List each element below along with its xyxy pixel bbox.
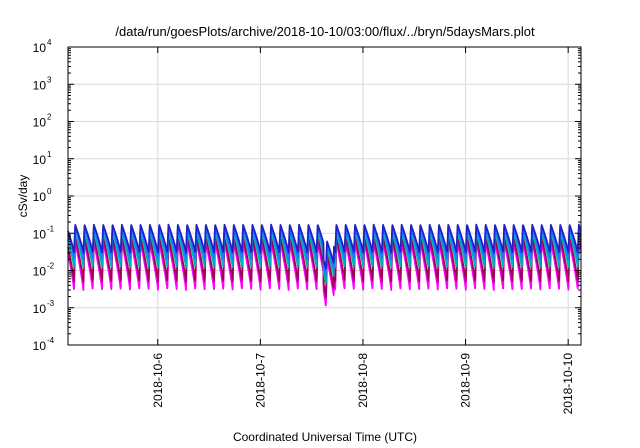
x-tick-label: 2018-10-6 xyxy=(151,353,165,408)
y-tick-exponent: -2 xyxy=(47,262,55,271)
y-tick-exponent: 0 xyxy=(47,187,52,196)
y-tick-exponent: 3 xyxy=(47,75,52,84)
x-tick-label: 2018-10-7 xyxy=(253,353,267,408)
y-tick-label: 10 xyxy=(33,302,47,316)
chart-title: /data/run/goesPlots/archive/2018-10-10/0… xyxy=(115,24,535,39)
x-tick-label: 2018-10-9 xyxy=(459,353,473,408)
series-line xyxy=(67,223,582,270)
y-tick-label: 10 xyxy=(33,265,47,279)
y-tick-label: 10 xyxy=(33,153,47,167)
y-tick-label: 10 xyxy=(33,190,47,204)
y-tick-exponent: -1 xyxy=(47,224,55,233)
y-tick-exponent: 4 xyxy=(47,38,52,47)
y-tick-label: 10 xyxy=(33,339,47,353)
y-axis-label: cSv/day xyxy=(16,175,30,218)
series-layer xyxy=(67,223,582,307)
x-tick-label: 2018-10-8 xyxy=(356,353,370,408)
y-tick-exponent: -4 xyxy=(47,336,55,345)
y-tick-label: 10 xyxy=(33,78,47,92)
x-axis: 2018-10-6 2018-10-7 2018-10-8 2018-10-9 2018… xyxy=(151,47,575,414)
y-tick-exponent: 1 xyxy=(47,150,52,159)
y-tick-label: 10 xyxy=(33,227,47,241)
y-tick-exponent: -3 xyxy=(47,299,55,308)
y-tick-label: 10 xyxy=(33,41,47,55)
y-tick-exponent: 2 xyxy=(47,113,52,122)
x-tick-label: 2018-10-10 xyxy=(561,353,575,415)
y-tick-label: 10 xyxy=(33,116,47,130)
x-axis-label: Coordinated Universal Time (UTC) xyxy=(233,430,417,444)
